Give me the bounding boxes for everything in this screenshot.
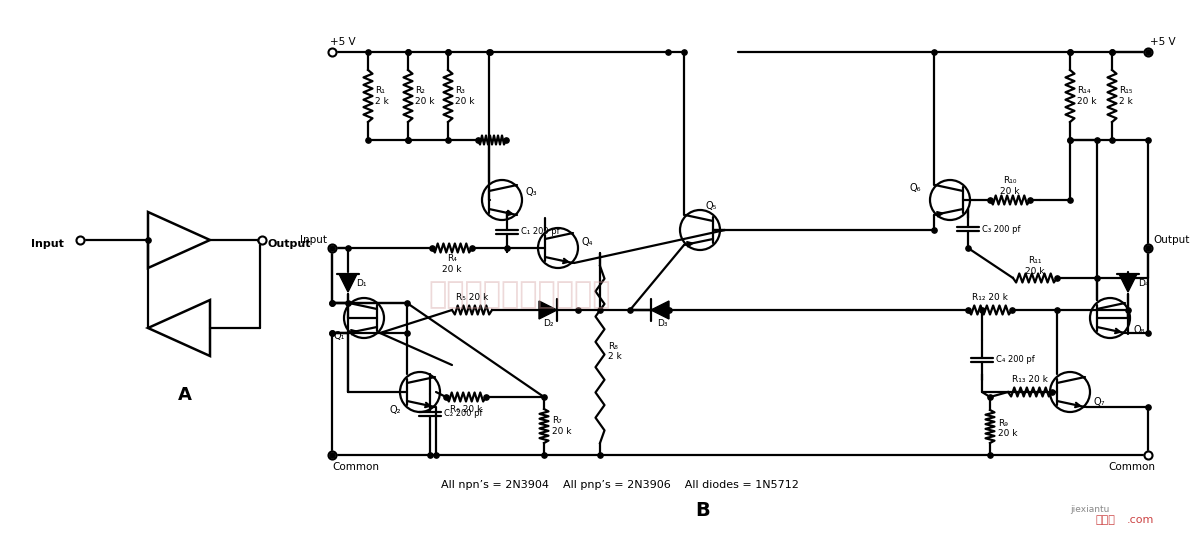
- Text: Q₄: Q₄: [581, 237, 593, 247]
- Polygon shape: [340, 274, 358, 292]
- Text: D₄: D₄: [1138, 279, 1148, 287]
- Text: R₅ 20 k: R₅ 20 k: [456, 294, 488, 302]
- Text: Output: Output: [1153, 235, 1189, 245]
- Text: Input: Input: [300, 235, 326, 245]
- Text: Q₃: Q₃: [526, 187, 538, 197]
- Polygon shape: [650, 301, 670, 319]
- Text: C₂ 200 pf: C₂ 200 pf: [444, 409, 482, 418]
- Text: +5 V: +5 V: [330, 37, 355, 47]
- Text: R₇
20 k: R₇ 20 k: [552, 416, 571, 436]
- Text: R₂
20 k: R₂ 20 k: [415, 86, 434, 105]
- Text: D₂: D₂: [542, 320, 553, 329]
- Text: Q₁: Q₁: [334, 331, 346, 341]
- Text: B: B: [696, 500, 710, 520]
- Text: C₃ 200 pf: C₃ 200 pf: [982, 224, 1020, 233]
- Text: jiexiantu: jiexiantu: [1070, 506, 1109, 514]
- Text: +5 V: +5 V: [1150, 37, 1176, 47]
- Text: R₁₃ 20 k: R₁₃ 20 k: [1012, 376, 1048, 385]
- Text: Q₂: Q₂: [390, 405, 402, 415]
- Text: C₁ 200 pf: C₁ 200 pf: [521, 228, 559, 237]
- Text: Q₆: Q₆: [910, 183, 922, 193]
- Text: Input: Input: [31, 239, 64, 249]
- Polygon shape: [1120, 274, 1138, 292]
- Text: Q₅: Q₅: [706, 201, 718, 211]
- Text: R₁₅
2 k: R₁₅ 2 k: [1120, 86, 1133, 105]
- Text: D₃: D₃: [656, 320, 667, 329]
- Text: 杭州将容科技有限公司: 杭州将容科技有限公司: [428, 280, 611, 309]
- Text: A: A: [178, 386, 192, 404]
- Text: R₉
20 k: R₉ 20 k: [998, 419, 1018, 438]
- Text: R₁₀
20 k: R₁₀ 20 k: [1001, 176, 1020, 196]
- Text: Q₈: Q₈: [1134, 325, 1146, 335]
- Polygon shape: [539, 301, 557, 319]
- Text: R₄
20 k: R₄ 20 k: [443, 254, 462, 274]
- Text: Q₇: Q₇: [1094, 397, 1105, 407]
- Text: D₁: D₁: [356, 279, 366, 287]
- Text: R₁
2 k: R₁ 2 k: [374, 86, 389, 105]
- Text: R₃
20 k: R₃ 20 k: [455, 86, 474, 105]
- Text: R₁₁
20 k: R₁₁ 20 k: [1025, 256, 1045, 275]
- Text: .com: .com: [1127, 515, 1154, 525]
- Text: Common: Common: [332, 462, 379, 472]
- Text: 插线图: 插线图: [1096, 515, 1115, 525]
- Text: C₄ 200 pf: C₄ 200 pf: [996, 356, 1034, 365]
- Text: All npn’s = 2N3904    All pnp’s = 2N3906    All diodes = 1N5712: All npn’s = 2N3904 All pnp’s = 2N3906 Al…: [442, 480, 799, 490]
- Text: R₆ 20 k: R₆ 20 k: [450, 405, 482, 414]
- Text: Common: Common: [1108, 462, 1154, 472]
- Text: R₈
2 k: R₈ 2 k: [608, 342, 622, 361]
- Text: R₁₄
20 k: R₁₄ 20 k: [1078, 86, 1097, 105]
- Text: R₁₂ 20 k: R₁₂ 20 k: [972, 294, 1008, 302]
- Text: Output: Output: [268, 239, 312, 249]
